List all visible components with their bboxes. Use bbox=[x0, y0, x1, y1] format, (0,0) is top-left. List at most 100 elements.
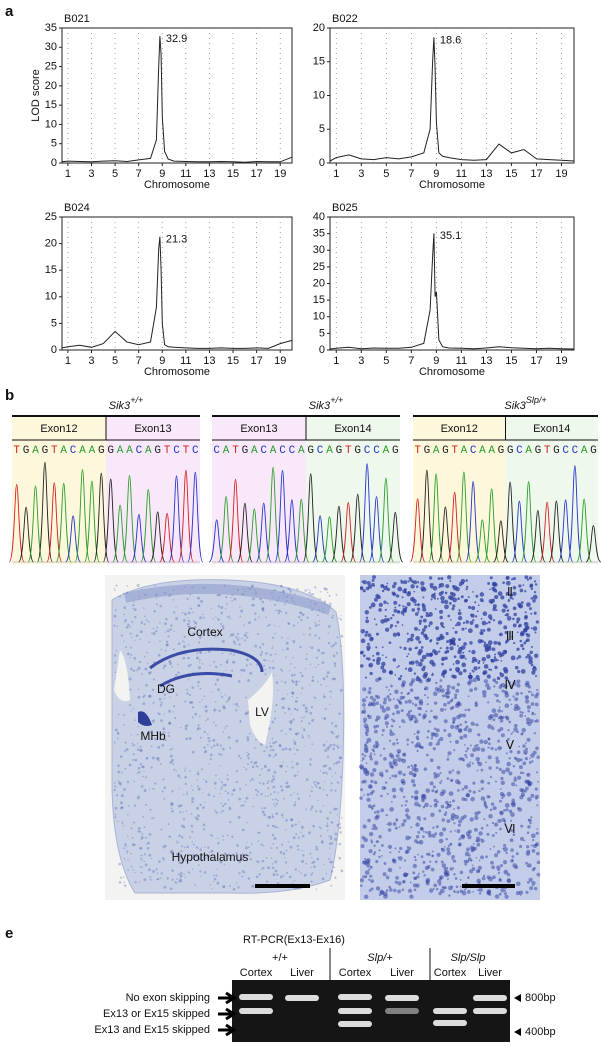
base: G bbox=[424, 445, 431, 457]
base: G bbox=[507, 445, 514, 457]
cell bbox=[405, 814, 408, 817]
stain-dot bbox=[213, 795, 215, 797]
cell bbox=[494, 822, 498, 826]
cell bbox=[531, 693, 534, 696]
stain-dot bbox=[202, 614, 203, 615]
cell bbox=[470, 753, 474, 757]
stain-dot bbox=[260, 793, 262, 795]
stain-dot bbox=[220, 664, 222, 666]
cell bbox=[380, 808, 384, 812]
cell bbox=[360, 651, 363, 654]
cell bbox=[490, 576, 493, 579]
stain-dot bbox=[297, 775, 298, 776]
stain-dot bbox=[282, 762, 283, 763]
cell bbox=[415, 636, 420, 641]
stain-dot bbox=[299, 821, 300, 822]
gel-band bbox=[239, 994, 273, 1000]
stain-dot bbox=[115, 816, 117, 818]
cell bbox=[369, 849, 373, 853]
stain-dot bbox=[199, 702, 200, 703]
cell bbox=[496, 591, 498, 593]
cell bbox=[425, 866, 429, 870]
cell bbox=[447, 685, 451, 689]
cell bbox=[536, 771, 538, 773]
stain-dot bbox=[166, 643, 169, 646]
cell bbox=[430, 585, 434, 589]
cell bbox=[365, 677, 367, 679]
base: A bbox=[89, 445, 96, 457]
cell bbox=[414, 888, 417, 891]
stain-dot bbox=[139, 881, 140, 882]
cell bbox=[398, 677, 401, 680]
base: C bbox=[260, 445, 267, 457]
stain-dot bbox=[234, 598, 237, 601]
stain-dot bbox=[220, 744, 222, 746]
cell bbox=[425, 614, 428, 617]
cell bbox=[525, 681, 530, 686]
cell bbox=[372, 575, 376, 579]
cell bbox=[493, 846, 495, 848]
cell bbox=[370, 780, 373, 783]
genotype: +/+ bbox=[130, 395, 143, 405]
cell bbox=[475, 703, 478, 706]
cell bbox=[361, 844, 365, 848]
cell bbox=[488, 814, 492, 818]
stain-dot bbox=[181, 845, 183, 847]
cell bbox=[399, 787, 403, 791]
cell bbox=[531, 597, 534, 600]
cell bbox=[516, 679, 520, 683]
stain-dot bbox=[340, 689, 343, 692]
cell bbox=[526, 602, 531, 607]
stain-dot bbox=[257, 795, 258, 796]
x-tick-label: 19 bbox=[555, 355, 567, 367]
stain-dot bbox=[192, 706, 194, 708]
stain-dot bbox=[335, 736, 338, 739]
cell bbox=[466, 763, 471, 768]
cell bbox=[432, 662, 436, 666]
cell bbox=[403, 819, 407, 823]
stain-dot bbox=[226, 603, 228, 605]
stain-dot bbox=[293, 804, 296, 807]
cell bbox=[434, 651, 438, 655]
cell bbox=[470, 621, 474, 625]
cell bbox=[483, 875, 485, 877]
cell bbox=[493, 713, 498, 718]
cell bbox=[415, 612, 419, 616]
cell bbox=[451, 607, 454, 610]
stain-dot bbox=[327, 746, 330, 749]
stain-dot bbox=[118, 714, 120, 716]
stain-dot bbox=[116, 626, 118, 628]
cell bbox=[525, 748, 528, 751]
cell bbox=[359, 796, 363, 800]
stain-dot bbox=[204, 871, 207, 874]
cell bbox=[386, 726, 388, 728]
stain-dot bbox=[270, 749, 272, 751]
cell bbox=[536, 832, 539, 835]
stain-dot bbox=[220, 606, 223, 609]
stain-dot bbox=[135, 759, 138, 762]
cell bbox=[383, 697, 387, 701]
x-axis-label: Chromosome bbox=[419, 366, 485, 378]
stain-dot bbox=[122, 821, 123, 822]
stain-dot bbox=[246, 842, 247, 843]
stain-dot bbox=[272, 738, 274, 740]
cell bbox=[385, 770, 388, 773]
stain-dot bbox=[203, 696, 204, 697]
x-tick-label: 15 bbox=[505, 355, 517, 367]
cell bbox=[450, 843, 452, 845]
stain-dot bbox=[305, 863, 307, 865]
cell bbox=[472, 865, 474, 867]
lane-label: Cortex bbox=[434, 967, 467, 979]
stain-dot bbox=[319, 826, 321, 828]
cell bbox=[491, 802, 494, 805]
stain-dot bbox=[290, 723, 292, 725]
base: T bbox=[414, 445, 421, 457]
cell bbox=[529, 878, 533, 882]
stain-dot bbox=[292, 640, 295, 643]
cell bbox=[474, 816, 478, 820]
cell bbox=[457, 789, 460, 792]
stain-dot bbox=[176, 694, 178, 696]
cell bbox=[395, 827, 398, 830]
stain-dot bbox=[245, 784, 247, 786]
base: C bbox=[136, 445, 143, 457]
